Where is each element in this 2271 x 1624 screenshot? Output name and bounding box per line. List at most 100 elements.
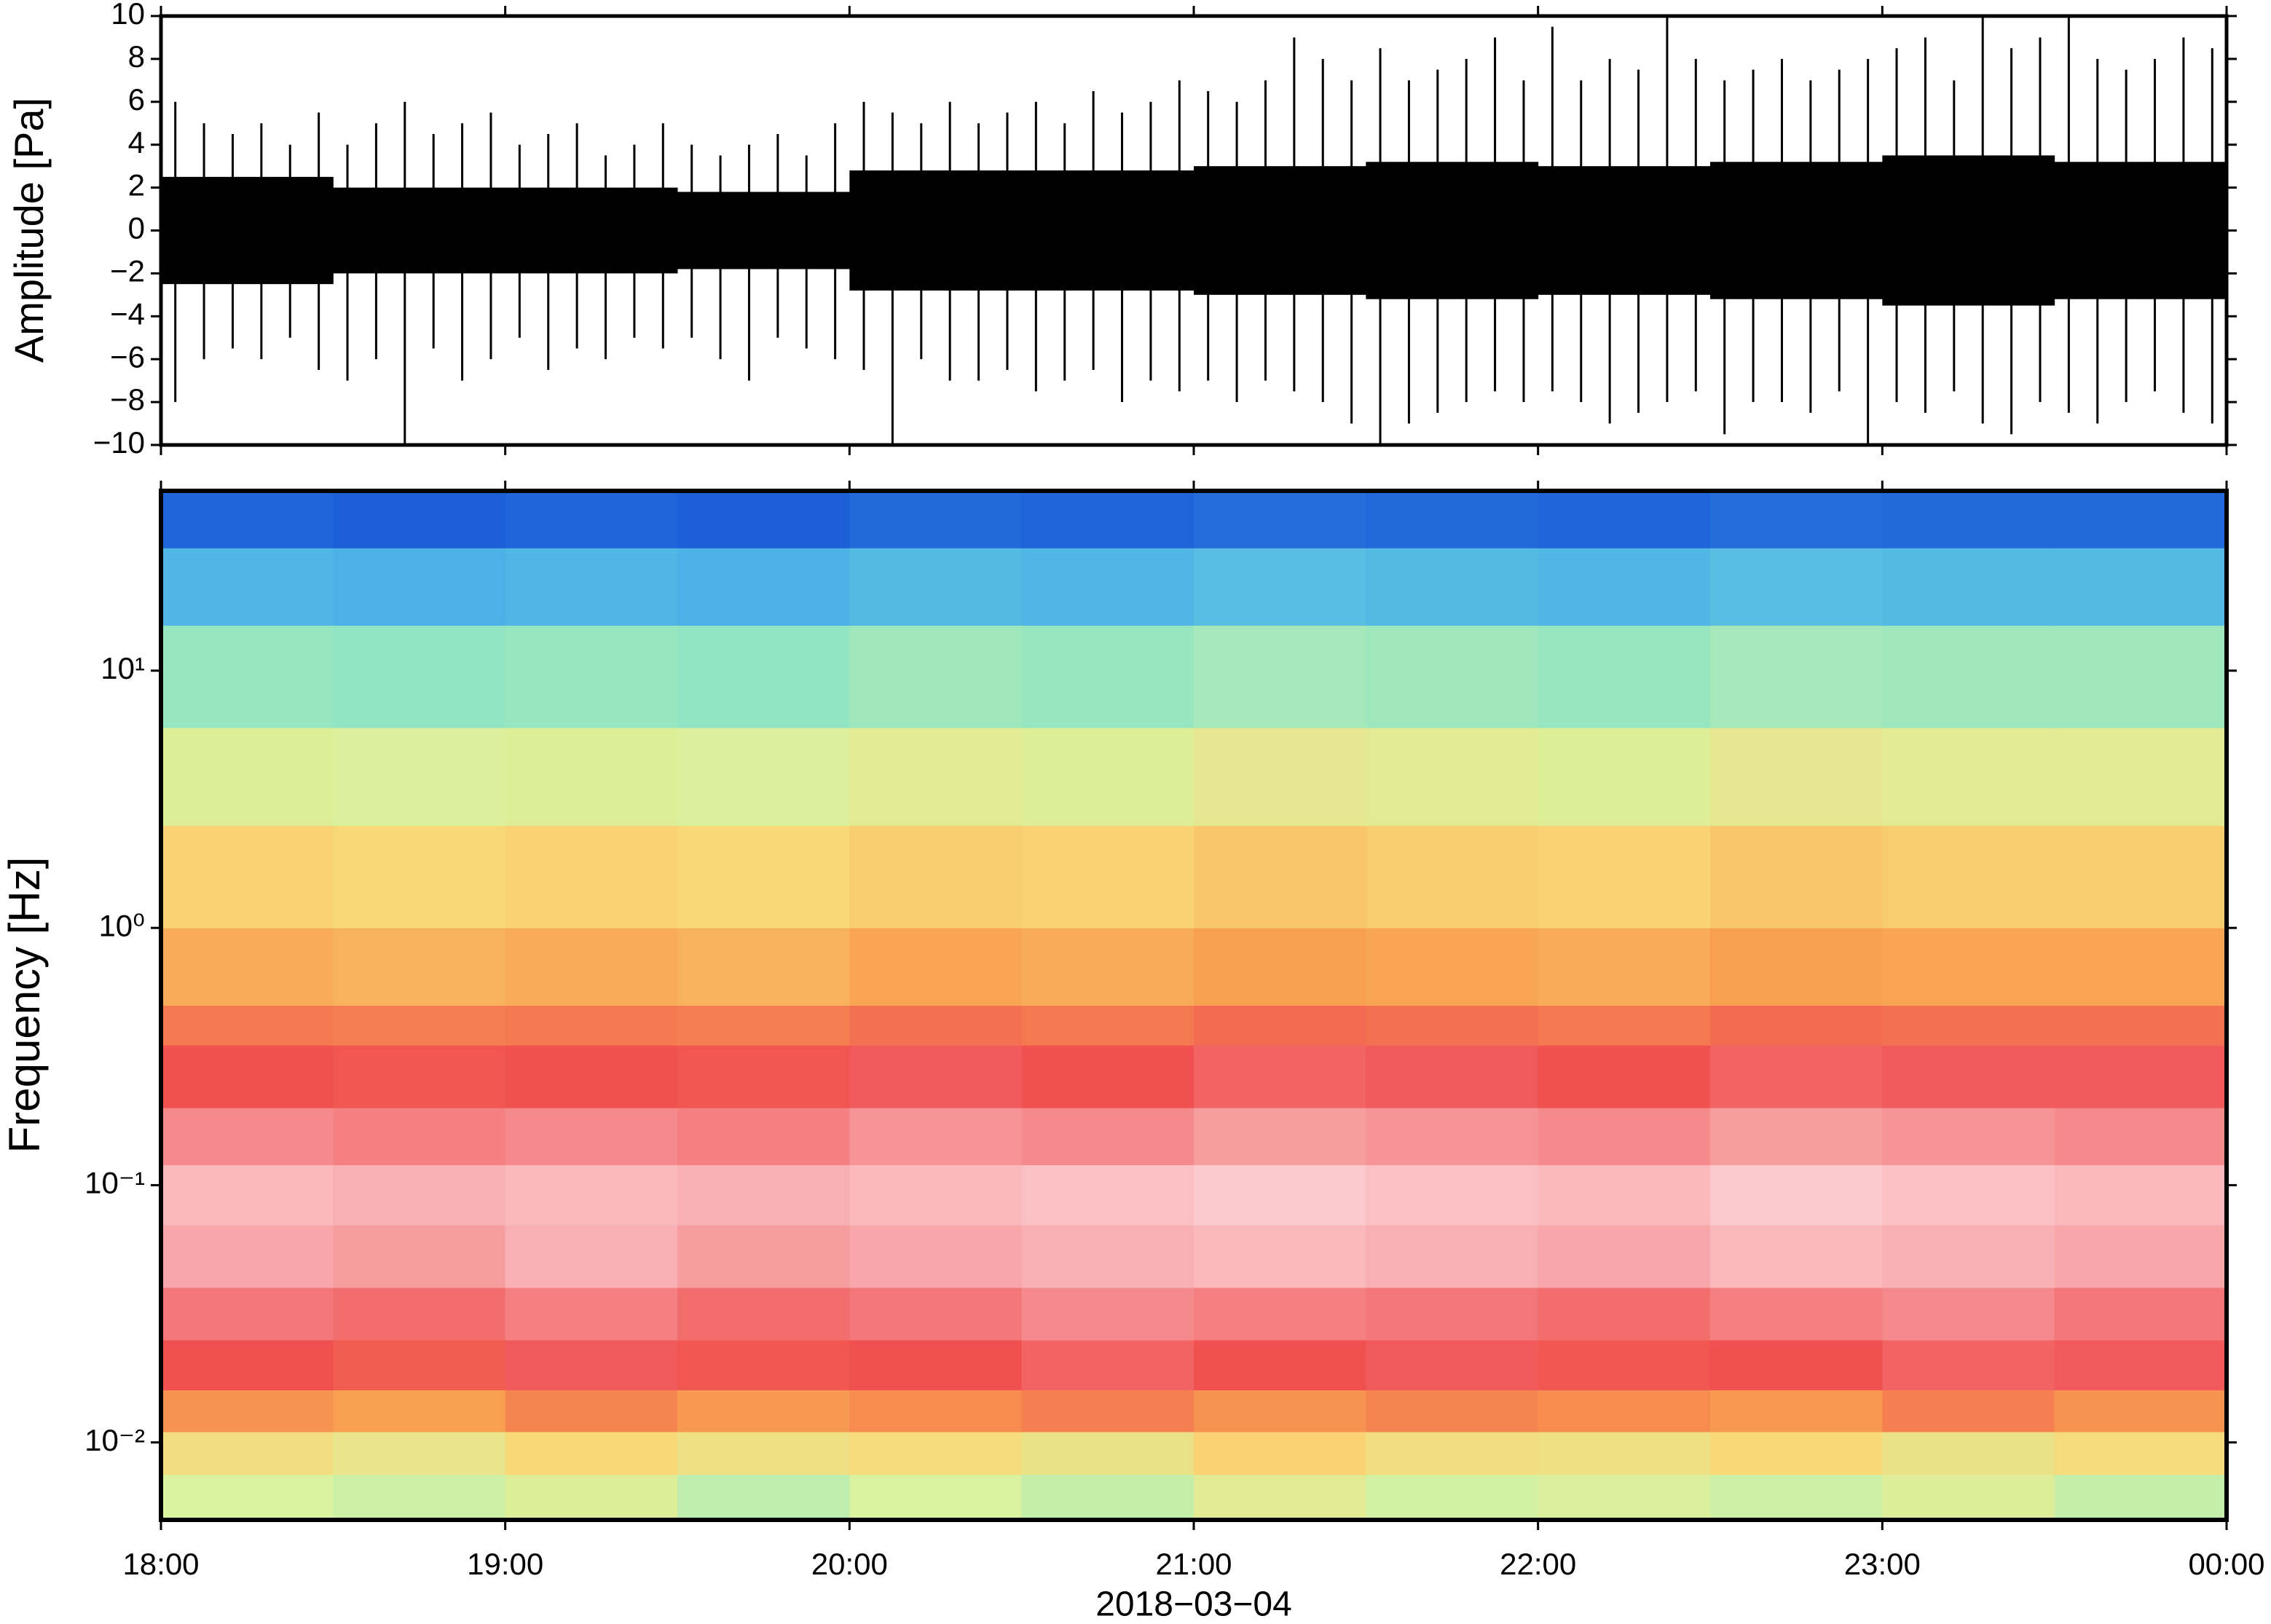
- spectrogram-cell: [1538, 825, 1711, 929]
- spectrogram-cell: [2054, 1390, 2227, 1432]
- amplitude-band: [333, 187, 506, 274]
- amplitude-spike: [1264, 80, 1267, 381]
- amplitude-spike: [1092, 91, 1095, 370]
- spectrogram-cell: [1194, 728, 1366, 827]
- amplitude-spike: [1723, 80, 1726, 435]
- x-axis-label: 2018−03−04: [1095, 1585, 1292, 1624]
- amplitude-spike: [1981, 16, 1984, 424]
- spectrogram-cell: [1710, 1225, 1883, 1288]
- spectrogram-cell: [333, 1045, 506, 1108]
- spectrogram-cell: [1882, 728, 2055, 827]
- amplitude-spike: [1608, 58, 1611, 424]
- spectrogram-cell: [849, 1045, 1023, 1108]
- amplitude-band: [849, 170, 1023, 291]
- spectrogram-cell: [1710, 1108, 1883, 1165]
- spectrogram-cell: [1710, 728, 1883, 827]
- spectrogram-cell: [1882, 1432, 2055, 1475]
- amplitude-spike: [1235, 101, 1238, 403]
- spectrogram-cell: [505, 1108, 678, 1165]
- x-tick-label: 18:00: [122, 1547, 199, 1581]
- spectrogram-cell: [2054, 1287, 2227, 1341]
- spectrogram-cell: [849, 1287, 1023, 1341]
- spectrogram-cell: [677, 1432, 850, 1475]
- spectrogram-cell: [1021, 1432, 1194, 1475]
- spectrogram-cell: [2054, 1108, 2227, 1165]
- x-tick-label: 00:00: [2188, 1547, 2264, 1581]
- spectrogram-cell: [1021, 1225, 1194, 1288]
- spectrogram-cell: [677, 825, 850, 929]
- spectrogram-cell: [1710, 1432, 1883, 1475]
- spectrogram-cell: [333, 548, 506, 626]
- spectrogram-cell: [1194, 825, 1366, 929]
- spectrogram-cell: [677, 1108, 850, 1165]
- spectrogram-cell: [2054, 1045, 2227, 1108]
- spectrogram-cell: [505, 1390, 678, 1432]
- amplitude-band: [1194, 166, 1366, 295]
- amplitude-spike: [1895, 48, 1898, 403]
- spectrogram-cell: [161, 1164, 334, 1226]
- spectrogram-cell: [1366, 1474, 1539, 1521]
- spectrogram-cell: [1882, 825, 2055, 929]
- amplitude-spike: [404, 101, 406, 446]
- amplitude-band: [161, 176, 334, 285]
- spectrogram-cell: [849, 928, 1023, 1006]
- spectrogram-cell: [849, 1108, 1023, 1165]
- spectrogram-cell: [1366, 491, 1539, 548]
- spectrogram-cell: [1710, 1164, 1883, 1226]
- spectrogram-cell: [849, 1432, 1023, 1475]
- spectrogram-cell: [2054, 1164, 2227, 1226]
- spectrogram-cell: [2054, 1225, 2227, 1288]
- spectrogram-cell: [505, 1287, 678, 1341]
- spectrogram-cell: [1366, 1225, 1539, 1288]
- amplitude-spike: [346, 144, 349, 381]
- spectrogram-cell: [1538, 491, 1711, 548]
- spectrogram-cell: [849, 491, 1023, 548]
- spectrogram-cell: [1538, 1474, 1711, 1521]
- spectrogram-cell: [333, 825, 506, 929]
- amplitude-spike: [461, 123, 464, 381]
- spectrogram-cell: [1194, 1045, 1366, 1108]
- spectrogram-cell: [849, 1390, 1023, 1432]
- spectrogram-cell: [1194, 548, 1366, 626]
- spectrogram-cell: [677, 1390, 850, 1432]
- spectrogram-cell: [1710, 625, 1883, 728]
- spectrogram-cell: [1021, 728, 1194, 827]
- spectrogram-cell: [2054, 728, 2227, 827]
- spectrogram-cell: [333, 1390, 506, 1432]
- amplitude-spike: [1006, 112, 1009, 370]
- spectrogram-cell: [505, 548, 678, 626]
- spectrogram-cell: [1710, 1390, 1883, 1432]
- spectrogram-cell: [1710, 548, 1883, 626]
- spectrogram-cell: [677, 1005, 850, 1046]
- amplitude-spike: [1580, 80, 1583, 403]
- spectrogram-cell: [1194, 928, 1366, 1006]
- spectrogram-cell: [1366, 1287, 1539, 1341]
- spectrogram-cell: [505, 1432, 678, 1475]
- amplitude-band: [2054, 162, 2227, 299]
- spectrogram-cell: [333, 1340, 506, 1391]
- amplitude-spike: [575, 123, 578, 349]
- spectrogram-cell: [161, 1287, 334, 1341]
- spectrogram-cell: [1366, 1164, 1539, 1226]
- spectrogram-cell: [1882, 548, 2055, 626]
- y-tick-label: 2: [128, 168, 145, 202]
- spectrogram-cell: [1882, 1045, 2055, 1108]
- spectrogram-cell: [1194, 1432, 1366, 1475]
- spectrogram-cell: [1710, 1340, 1883, 1391]
- y-tick-label: −4: [110, 296, 145, 331]
- spectrogram-cell: [161, 1108, 334, 1165]
- spectrogram-cell: [849, 1164, 1023, 1226]
- amplitude-spike: [1551, 26, 1554, 392]
- spectrogram-cell: [1366, 1432, 1539, 1475]
- spectrogram-cell: [1194, 1108, 1366, 1165]
- spectrogram-cell: [1021, 1390, 1194, 1432]
- amplitude-spike: [977, 123, 980, 381]
- amplitude-spike: [518, 144, 521, 338]
- y-tick-label: 10⁻²: [84, 1423, 145, 1457]
- spectrogram-cell: [677, 1287, 850, 1341]
- spectrogram-cell: [161, 825, 334, 929]
- x-tick-label: 23:00: [1844, 1547, 1921, 1581]
- amplitude-band: [1882, 155, 2055, 306]
- amplitude-spike: [719, 155, 722, 360]
